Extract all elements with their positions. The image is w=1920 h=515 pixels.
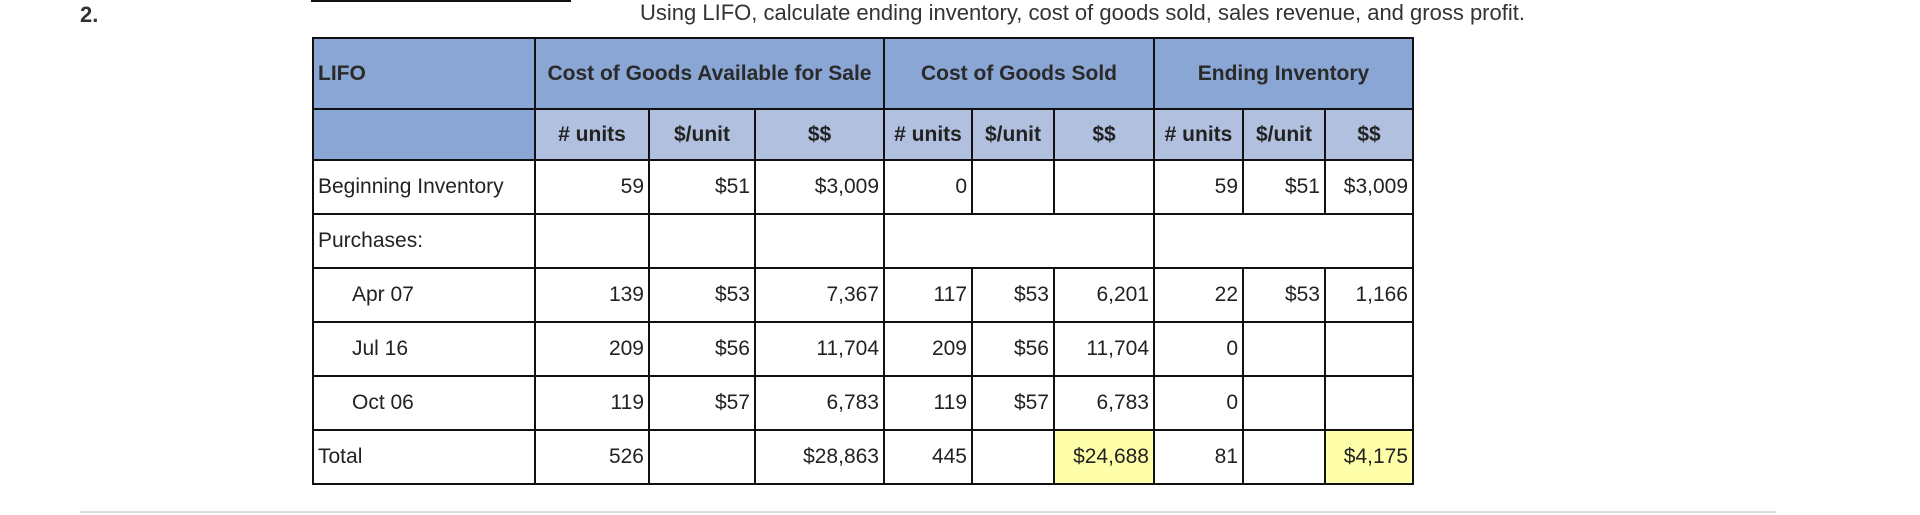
group-header-row: LIFO Cost of Goods Available for Sale Co… (312, 37, 1414, 110)
cell: 81 (1153, 429, 1244, 485)
cell (534, 213, 650, 269)
cell: 11,704 (754, 321, 885, 377)
cogs-total-highlighted: $24,688 (1053, 429, 1155, 485)
question-number: 2. (80, 2, 99, 27)
cell: 0 (1153, 321, 1244, 377)
cell: $3,009 (754, 159, 885, 215)
subheader: $/unit (1242, 108, 1326, 161)
cell (648, 213, 756, 269)
cell: $56 (971, 321, 1055, 377)
cell: $51 (1242, 159, 1326, 215)
cell: $57 (971, 375, 1055, 431)
cell: 139 (534, 267, 650, 323)
cell (883, 213, 1155, 269)
row-label: Jul 16 (312, 321, 536, 377)
cell (1053, 159, 1155, 215)
cell: 6,783 (754, 375, 885, 431)
subheader-row: # units $/unit $$ # units $/unit $$ # un… (312, 108, 1414, 161)
cell: 1,166 (1324, 267, 1414, 323)
lifo-table: LIFO Cost of Goods Available for Sale Co… (312, 37, 1414, 485)
cell (1242, 321, 1326, 377)
cell: $28,863 (754, 429, 885, 485)
cell (971, 429, 1055, 485)
row-label: Beginning Inventory (312, 159, 536, 215)
cell: 11,704 (1053, 321, 1155, 377)
group-header-cogs: Cost of Goods Sold (883, 37, 1155, 110)
cell: 59 (534, 159, 650, 215)
row-label: Total (312, 429, 536, 485)
cell (1242, 429, 1326, 485)
cell: 209 (534, 321, 650, 377)
cell: 119 (534, 375, 650, 431)
cell: 6,783 (1053, 375, 1155, 431)
cell (754, 213, 885, 269)
table-row: Jul 16 209 $56 11,704 209 $56 11,704 0 (312, 321, 1414, 377)
cell: $53 (971, 267, 1055, 323)
subheader: # units (1153, 108, 1244, 161)
subheader: $$ (1053, 108, 1155, 161)
table-row: Apr 07 139 $53 7,367 117 $53 6,201 22 $5… (312, 267, 1414, 323)
cell: $3,009 (1324, 159, 1414, 215)
cell: 0 (883, 159, 973, 215)
group-header-ending-inventory: Ending Inventory (1153, 37, 1414, 110)
cell: $51 (648, 159, 756, 215)
subheader: $/unit (971, 108, 1055, 161)
cell (971, 159, 1055, 215)
cell: $53 (648, 267, 756, 323)
cell: $57 (648, 375, 756, 431)
subheader-blank (312, 108, 536, 161)
row-label: Apr 07 (312, 267, 536, 323)
cell: 59 (1153, 159, 1244, 215)
subheader: $$ (754, 108, 885, 161)
cell (1153, 213, 1414, 269)
subheader: $/unit (648, 108, 756, 161)
instruction-text: Using LIFO, calculate ending inventory, … (640, 0, 1525, 25)
cell: 22 (1153, 267, 1244, 323)
subheader: # units (883, 108, 973, 161)
cell (1324, 375, 1414, 431)
row-label: Oct 06 (312, 375, 536, 431)
cell (1324, 321, 1414, 377)
total-row: Total 526 $28,863 445 $24,688 81 $4,175 (312, 429, 1414, 485)
cell: 6,201 (1053, 267, 1155, 323)
corner-label: LIFO (312, 37, 536, 110)
subheader: $$ (1324, 108, 1414, 161)
row-label: Purchases: (312, 213, 536, 269)
cell: 209 (883, 321, 973, 377)
table-row: Beginning Inventory 59 $51 $3,009 0 59 $… (312, 159, 1414, 215)
cell: $53 (1242, 267, 1326, 323)
cell: 526 (534, 429, 650, 485)
cell: 445 (883, 429, 973, 485)
cell (1242, 375, 1326, 431)
section-divider (80, 511, 1776, 513)
group-header-cogas: Cost of Goods Available for Sale (534, 37, 885, 110)
cell: 117 (883, 267, 973, 323)
subheader: # units (534, 108, 650, 161)
cell: 119 (883, 375, 973, 431)
cell: $56 (648, 321, 756, 377)
table-row: Purchases: (312, 213, 1414, 269)
answer-blank-line (311, 0, 571, 2)
cell: 7,367 (754, 267, 885, 323)
cell (648, 429, 756, 485)
table-row: Oct 06 119 $57 6,783 119 $57 6,783 0 (312, 375, 1414, 431)
cell: 0 (1153, 375, 1244, 431)
ending-inventory-total-highlighted: $4,175 (1324, 429, 1414, 485)
